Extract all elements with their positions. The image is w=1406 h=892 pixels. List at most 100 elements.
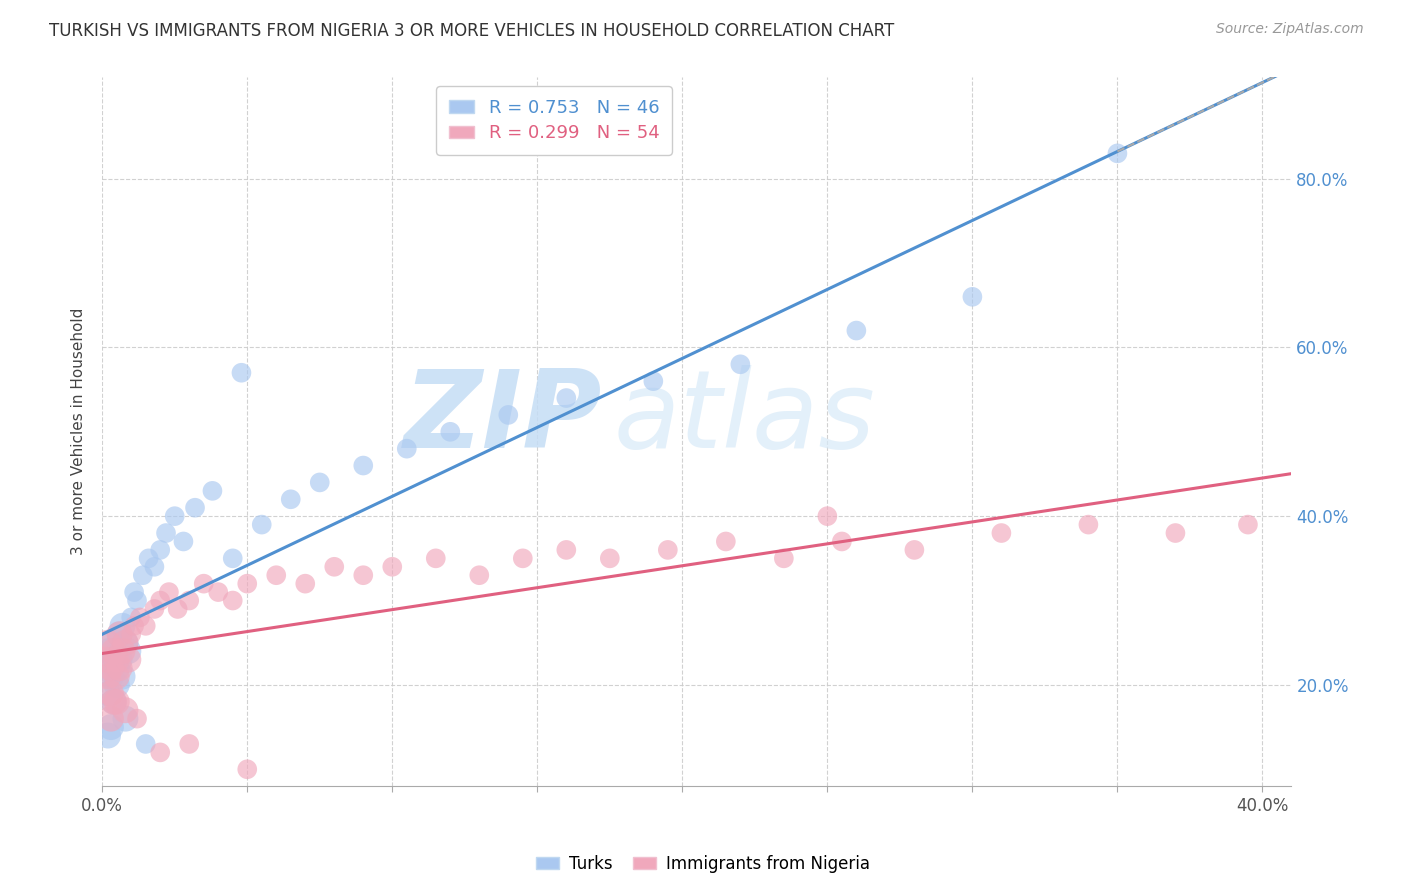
- Point: [236, 762, 259, 776]
- Point: [105, 669, 128, 683]
- Point: [555, 391, 578, 405]
- Point: [143, 602, 166, 616]
- Point: [105, 678, 128, 692]
- Point: [1164, 526, 1187, 541]
- Point: [512, 551, 534, 566]
- Point: [103, 695, 125, 709]
- Point: [108, 661, 131, 675]
- Point: [323, 559, 346, 574]
- Point: [555, 542, 578, 557]
- Point: [250, 517, 273, 532]
- Point: [179, 737, 201, 751]
- Point: [111, 644, 134, 658]
- Point: [105, 652, 128, 666]
- Point: [990, 526, 1012, 541]
- Point: [100, 686, 122, 700]
- Point: [498, 408, 520, 422]
- Point: [111, 619, 134, 633]
- Point: [114, 703, 136, 717]
- Point: [103, 636, 125, 650]
- Point: [294, 576, 316, 591]
- Point: [97, 669, 120, 683]
- Point: [1237, 517, 1260, 532]
- Point: [207, 585, 229, 599]
- Point: [381, 559, 404, 574]
- Point: [149, 593, 172, 607]
- Point: [94, 661, 117, 675]
- Point: [108, 627, 131, 641]
- Point: [100, 712, 122, 726]
- Point: [143, 559, 166, 574]
- Point: [773, 551, 796, 566]
- Point: [135, 737, 157, 751]
- Point: [120, 627, 142, 641]
- Point: [599, 551, 621, 566]
- Text: atlas: atlas: [613, 365, 876, 470]
- Point: [108, 627, 131, 641]
- Point: [108, 652, 131, 666]
- Point: [468, 568, 491, 582]
- Point: [114, 636, 136, 650]
- Point: [97, 636, 120, 650]
- Point: [962, 290, 984, 304]
- Point: [903, 542, 925, 557]
- Point: [231, 366, 253, 380]
- Point: [105, 695, 128, 709]
- Point: [395, 442, 418, 456]
- Point: [149, 542, 172, 557]
- Point: [352, 458, 374, 473]
- Point: [657, 542, 679, 557]
- Point: [149, 745, 172, 759]
- Point: [100, 669, 122, 683]
- Point: [714, 534, 737, 549]
- Point: [100, 661, 122, 675]
- Point: [97, 644, 120, 658]
- Point: [845, 324, 868, 338]
- Y-axis label: 3 or more Vehicles in Household: 3 or more Vehicles in Household: [72, 308, 86, 556]
- Point: [236, 576, 259, 591]
- Point: [157, 585, 180, 599]
- Point: [264, 568, 287, 582]
- Point: [122, 585, 145, 599]
- Point: [222, 551, 245, 566]
- Point: [201, 483, 224, 498]
- Text: TURKISH VS IMMIGRANTS FROM NIGERIA 3 OR MORE VEHICLES IN HOUSEHOLD CORRELATION C: TURKISH VS IMMIGRANTS FROM NIGERIA 3 OR …: [49, 22, 894, 40]
- Point: [97, 729, 120, 743]
- Point: [125, 593, 148, 607]
- Point: [815, 509, 838, 524]
- Point: [308, 475, 330, 490]
- Legend: R = 0.753   N = 46, R = 0.299   N = 54: R = 0.753 N = 46, R = 0.299 N = 54: [436, 87, 672, 155]
- Point: [193, 576, 215, 591]
- Point: [132, 568, 155, 582]
- Point: [100, 720, 122, 734]
- Point: [117, 652, 139, 666]
- Text: Source: ZipAtlas.com: Source: ZipAtlas.com: [1216, 22, 1364, 37]
- Point: [222, 593, 245, 607]
- Point: [103, 695, 125, 709]
- Text: ZIP: ZIP: [404, 365, 602, 471]
- Point: [117, 644, 139, 658]
- Point: [114, 636, 136, 650]
- Point: [97, 686, 120, 700]
- Point: [280, 492, 302, 507]
- Point: [352, 568, 374, 582]
- Legend: Turks, Immigrants from Nigeria: Turks, Immigrants from Nigeria: [529, 848, 877, 880]
- Point: [138, 551, 160, 566]
- Point: [129, 610, 152, 624]
- Point: [100, 652, 122, 666]
- Point: [172, 534, 194, 549]
- Point: [94, 652, 117, 666]
- Point: [135, 619, 157, 633]
- Point: [122, 619, 145, 633]
- Point: [111, 669, 134, 683]
- Point: [439, 425, 461, 439]
- Point: [425, 551, 447, 566]
- Point: [120, 610, 142, 624]
- Point: [163, 509, 186, 524]
- Point: [1077, 517, 1099, 532]
- Point: [105, 661, 128, 675]
- Point: [184, 500, 207, 515]
- Point: [125, 712, 148, 726]
- Point: [643, 374, 665, 388]
- Point: [1107, 146, 1129, 161]
